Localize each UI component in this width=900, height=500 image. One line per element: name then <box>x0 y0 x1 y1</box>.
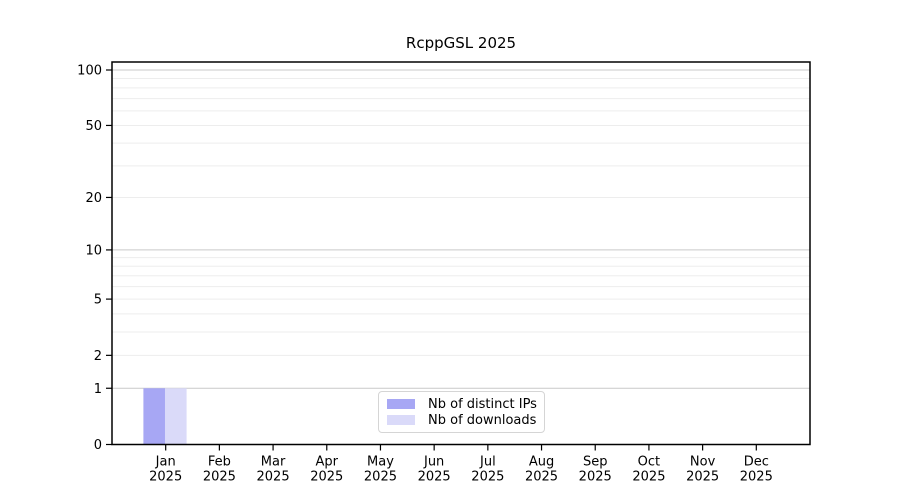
x-tick-label: Feb 2025 <box>203 455 236 485</box>
y-tick-label: 100 <box>77 64 102 79</box>
bar-distinct-ips <box>143 388 165 445</box>
x-tick-label: May 2025 <box>364 455 397 485</box>
x-tick-label: Oct 2025 <box>632 455 665 485</box>
y-tick-label: 10 <box>85 243 102 258</box>
chart-title: RcppGSL 2025 <box>405 34 517 52</box>
legend-label-distinct-ips: Nb of distinct IPs <box>428 396 537 412</box>
x-tick-label: Dec 2025 <box>740 455 773 485</box>
y-tick-label: 20 <box>85 191 102 206</box>
x-tick-label: Aug 2025 <box>525 455 558 485</box>
plot-border <box>111 61 811 446</box>
legend-swatch-distinct-ips-icon <box>387 399 415 409</box>
y-tick-label: 1 <box>94 382 102 397</box>
x-tick-label: Apr 2025 <box>310 455 343 485</box>
x-tick-label: Mar 2025 <box>257 455 290 485</box>
y-tick-label: 0 <box>94 438 102 453</box>
legend: Nb of distinct IPs Nb of downloads <box>378 391 545 433</box>
legend-swatch-downloads-icon <box>387 415 415 425</box>
bar-downloads <box>164 388 187 445</box>
x-tick-label: Jan 2025 <box>149 455 182 485</box>
legend-label-downloads: Nb of downloads <box>428 412 537 428</box>
y-tick-label: 50 <box>85 119 102 134</box>
legend-item-distinct-ips: Nb of distinct IPs <box>387 396 537 412</box>
legend-item-downloads: Nb of downloads <box>387 412 536 428</box>
y-tick-label: 5 <box>94 293 102 308</box>
y-tick-label: 2 <box>94 349 102 364</box>
x-tick-label: Jun 2025 <box>418 455 451 485</box>
x-tick-label: Nov 2025 <box>686 455 719 485</box>
x-tick-label: Sep 2025 <box>579 455 612 485</box>
x-tick-label: Jul 2025 <box>471 455 504 485</box>
